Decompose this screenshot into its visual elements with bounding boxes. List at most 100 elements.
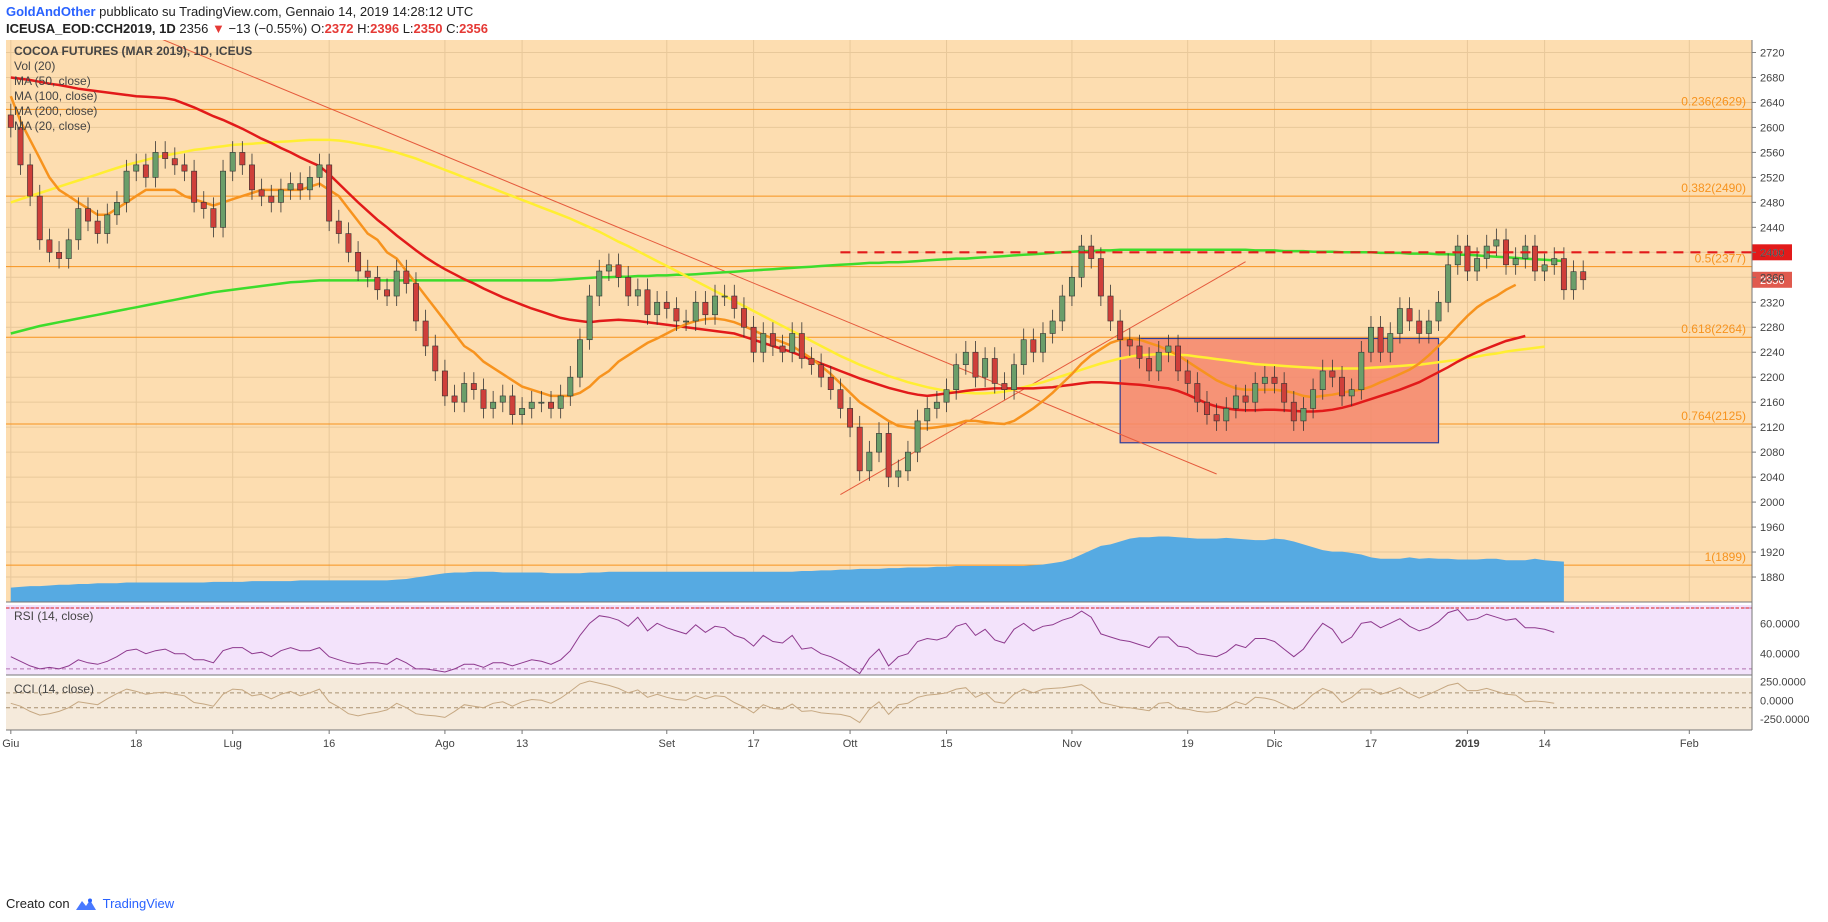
x-tick-label: 18 bbox=[130, 738, 142, 750]
candle-body bbox=[1078, 245, 1085, 278]
rsi-pane[interactable]: RSI (14, close) bbox=[6, 605, 1752, 675]
candle-body bbox=[220, 170, 226, 228]
candle-body bbox=[740, 308, 747, 328]
resistance-line[interactable]: 2400 2356 bbox=[840, 244, 1792, 288]
chart-area[interactable]: 0.236(2629) 0.382(2490) 0.5(2377) 0.618(226… bbox=[0, 40, 1828, 870]
published-info: pubblicato su TradingView.com, Gennaio 1… bbox=[99, 4, 474, 19]
candle-body bbox=[1512, 258, 1519, 266]
candle-body bbox=[27, 164, 34, 197]
price-change: −13 (−0.55%) bbox=[228, 21, 308, 36]
candle-body bbox=[422, 320, 429, 347]
candle-body bbox=[528, 401, 535, 409]
candle-body bbox=[1377, 326, 1384, 353]
candle-body bbox=[1541, 264, 1548, 272]
x-tick-label: Lug bbox=[224, 738, 242, 750]
x-tick-label: 17 bbox=[747, 738, 759, 750]
ma200-line bbox=[10, 248, 1564, 335]
y-tick-label: 2720 bbox=[1760, 47, 1784, 59]
last-price-tag bbox=[1752, 271, 1792, 288]
candle-body bbox=[1059, 295, 1066, 322]
candle-body bbox=[1146, 358, 1153, 372]
candle-body bbox=[355, 252, 362, 272]
candle-body bbox=[972, 351, 979, 378]
indicator-label: MA (100, close) bbox=[14, 89, 97, 103]
y-tick-label: 2120 bbox=[1760, 422, 1784, 434]
candle-body bbox=[123, 170, 130, 203]
y-tick-label: 2160 bbox=[1760, 397, 1784, 409]
low-label: L: bbox=[402, 21, 414, 36]
fib-label: 0.382(2490) bbox=[1681, 181, 1746, 195]
footer: Creato con TradingView bbox=[6, 896, 174, 912]
x-tick-label: 14 bbox=[1538, 738, 1550, 750]
candle-body bbox=[789, 333, 796, 353]
candle-body bbox=[1358, 351, 1365, 390]
y-tick-label: 1920 bbox=[1760, 547, 1784, 559]
candle-body bbox=[548, 401, 554, 409]
ma100-line bbox=[10, 138, 1545, 395]
price-pane[interactable]: 0.236(2629) 0.382(2490) 0.5(2377) 0.618(226… bbox=[6, 40, 1792, 602]
candle-body bbox=[1194, 383, 1201, 403]
candle-body bbox=[1165, 345, 1172, 353]
candle-body bbox=[1329, 370, 1336, 378]
trendline bbox=[162, 40, 1217, 475]
cci-pane[interactable]: CCI (14, close) bbox=[6, 678, 1752, 730]
candle-body bbox=[1020, 339, 1027, 366]
y-tick-label: 2680 bbox=[1760, 72, 1784, 84]
candlesticks bbox=[7, 103, 1587, 488]
candle-body bbox=[171, 158, 178, 166]
indicator-label: MA (20, close) bbox=[14, 119, 91, 133]
candle-body bbox=[1030, 339, 1037, 353]
candle-body bbox=[567, 376, 574, 397]
candle-body bbox=[268, 195, 275, 203]
cci-content: CCI (14, close) bbox=[6, 680, 1752, 724]
candle-body bbox=[1464, 245, 1471, 272]
author-link[interactable]: GoldAndOther bbox=[6, 4, 96, 19]
candle-body bbox=[962, 351, 969, 366]
candle-body bbox=[818, 364, 825, 378]
last-price-tag-label: 2356 bbox=[1760, 275, 1784, 287]
candle-body bbox=[557, 395, 564, 409]
candle-body bbox=[1435, 301, 1442, 322]
candle-body bbox=[692, 301, 699, 322]
candle-body bbox=[1184, 370, 1191, 384]
candle-body bbox=[1097, 258, 1104, 297]
candle-body bbox=[519, 408, 526, 415]
candle-body bbox=[625, 276, 632, 297]
cci-line bbox=[10, 680, 1555, 724]
candle-body bbox=[769, 333, 776, 347]
rsi-pane-background bbox=[6, 605, 1752, 675]
x-tick-label: Nov bbox=[1062, 738, 1082, 750]
candle-body bbox=[75, 208, 82, 241]
x-tick-label: Giu bbox=[2, 738, 19, 750]
candle-body bbox=[104, 214, 111, 234]
candle-body bbox=[1223, 408, 1230, 422]
candle-body bbox=[895, 470, 902, 478]
candle-body bbox=[1155, 351, 1162, 372]
symbol-name: ICEUSA_EOD:CCH2019, 1D bbox=[6, 21, 176, 36]
candle-body bbox=[403, 270, 410, 284]
candle-body bbox=[7, 114, 14, 128]
fib-label: 0.618(2264) bbox=[1681, 322, 1746, 336]
candle-body bbox=[1232, 395, 1239, 409]
tradingview-link[interactable]: TradingView bbox=[102, 896, 175, 911]
candle-body bbox=[499, 395, 506, 403]
candle-body bbox=[1580, 271, 1587, 281]
y-tick-label: 2200 bbox=[1760, 372, 1784, 384]
candle-body bbox=[760, 333, 767, 353]
candle-body bbox=[876, 433, 882, 453]
candle-body bbox=[1088, 245, 1095, 259]
candle-body bbox=[1454, 245, 1461, 266]
candle-body bbox=[798, 333, 805, 359]
candle-body bbox=[1011, 364, 1018, 390]
candle-body bbox=[451, 395, 458, 403]
rsi-tick-label: 60.0000 bbox=[1760, 618, 1800, 630]
candle-body bbox=[586, 295, 593, 341]
fib-label: 0.5(2377) bbox=[1695, 252, 1746, 266]
x-tick-label: 2019 bbox=[1455, 738, 1479, 750]
candle-body bbox=[605, 264, 612, 272]
fibonacci-levels: 0.236(2629) 0.382(2490) 0.5(2377) 0.618(226… bbox=[6, 94, 1752, 566]
high-label: H: bbox=[357, 21, 371, 36]
candle-body bbox=[162, 152, 169, 159]
resistance-tag bbox=[1752, 244, 1792, 261]
candle-body bbox=[277, 189, 284, 203]
